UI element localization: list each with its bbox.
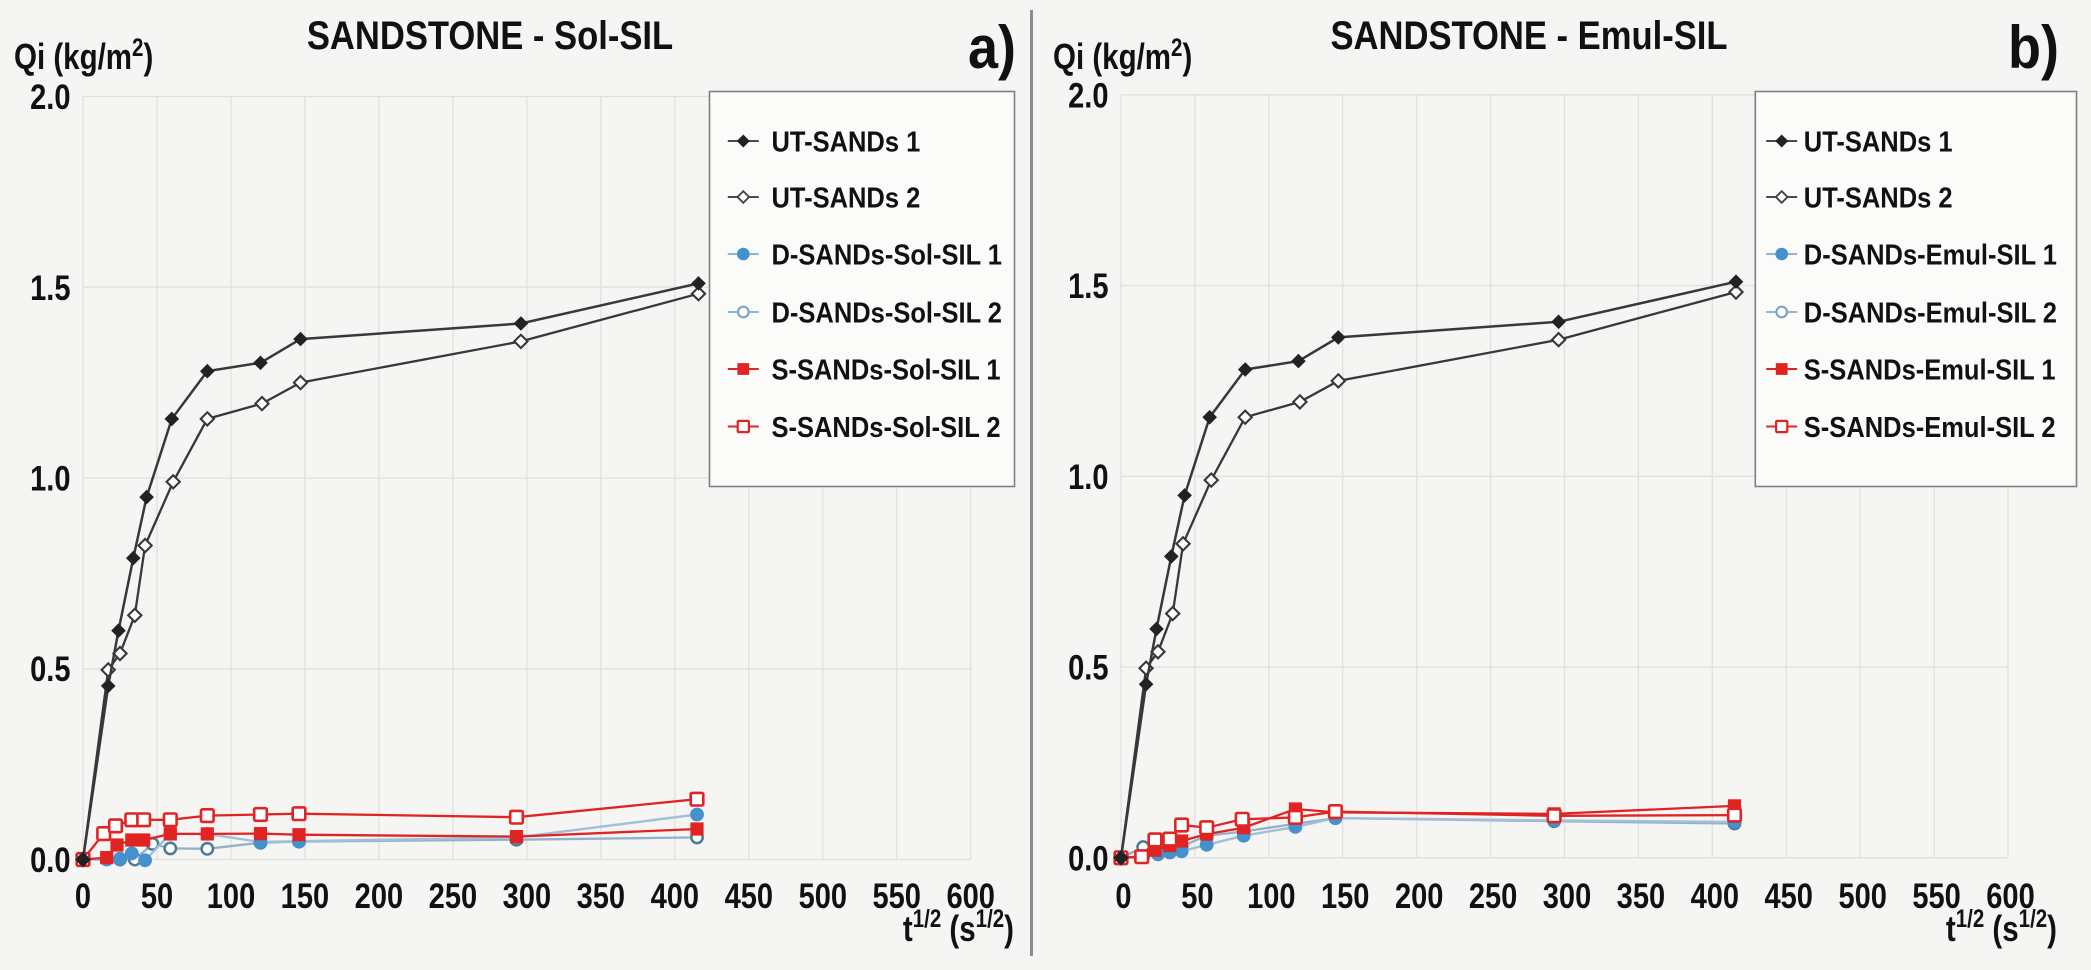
svg-text:t1/2 (s1/2): t1/2 (s1/2) — [903, 904, 1014, 949]
svg-text:UT-SANDs 1: UT-SANDs 1 — [772, 125, 921, 158]
svg-text:200: 200 — [355, 876, 403, 915]
svg-text:450: 450 — [1764, 876, 1812, 915]
svg-text:250: 250 — [429, 876, 477, 915]
svg-text:1.5: 1.5 — [1068, 266, 1108, 305]
svg-text:b): b) — [2008, 14, 2059, 81]
svg-text:S-SANDs-Sol-SIL 1: S-SANDs-Sol-SIL 1 — [772, 353, 1001, 386]
svg-text:2.0: 2.0 — [30, 77, 70, 116]
svg-text:D-SANDs-Emul-SIL 2: D-SANDs-Emul-SIL 2 — [1804, 296, 2057, 329]
svg-text:500: 500 — [799, 876, 847, 915]
svg-text:D-SANDs-Sol-SIL 1: D-SANDs-Sol-SIL 1 — [772, 238, 1003, 271]
svg-text:50: 50 — [1181, 876, 1213, 915]
svg-text:100: 100 — [1247, 876, 1295, 915]
svg-text:350: 350 — [577, 876, 625, 915]
svg-text:D-SANDs-Sol-SIL 2: D-SANDs-Sol-SIL 2 — [772, 296, 1003, 329]
svg-text:250: 250 — [1469, 876, 1517, 915]
svg-text:150: 150 — [1321, 876, 1369, 915]
svg-text:2.0: 2.0 — [1068, 76, 1108, 115]
svg-text:550: 550 — [1912, 876, 1960, 915]
svg-text:600: 600 — [946, 876, 994, 915]
svg-text:a): a) — [968, 14, 1016, 81]
svg-text:350: 350 — [1617, 876, 1665, 915]
svg-text:UT-SANDs 2: UT-SANDs 2 — [772, 181, 921, 214]
svg-text:50: 50 — [141, 876, 173, 915]
svg-text:0.5: 0.5 — [30, 650, 70, 689]
svg-text:0.0: 0.0 — [1068, 839, 1108, 878]
svg-text:Qi (kg/m2): Qi (kg/m2) — [14, 33, 153, 77]
svg-text:S-SANDs-Emul-SIL 2: S-SANDs-Emul-SIL 2 — [1804, 410, 2056, 443]
svg-text:0.5: 0.5 — [1068, 648, 1108, 687]
svg-text:1.5: 1.5 — [30, 268, 70, 307]
svg-text:300: 300 — [503, 876, 551, 915]
svg-text:200: 200 — [1395, 876, 1443, 915]
svg-text:S-SANDs-Sol-SIL 2: S-SANDs-Sol-SIL 2 — [772, 410, 1001, 443]
svg-text:500: 500 — [1838, 876, 1886, 915]
svg-text:0: 0 — [75, 876, 91, 915]
svg-text:S-SANDs-Emul-SIL 1: S-SANDs-Emul-SIL 1 — [1804, 353, 2056, 386]
svg-text:150: 150 — [281, 876, 329, 915]
svg-text:450: 450 — [725, 876, 773, 915]
svg-text:Qi (kg/m2): Qi (kg/m2) — [1053, 33, 1192, 77]
svg-text:100: 100 — [207, 876, 255, 915]
svg-text:300: 300 — [1543, 876, 1591, 915]
svg-text:UT-SANDs 2: UT-SANDs 2 — [1804, 181, 1953, 214]
svg-text:1.0: 1.0 — [1068, 457, 1108, 496]
svg-text:0: 0 — [1115, 876, 1131, 915]
svg-text:600: 600 — [1986, 876, 2034, 915]
svg-text:SANDSTONE - Sol-SIL: SANDSTONE - Sol-SIL — [307, 13, 673, 58]
svg-text:550: 550 — [872, 876, 920, 915]
svg-text:SANDSTONE - Emul-SIL: SANDSTONE - Emul-SIL — [1330, 13, 1727, 58]
svg-text:0.0: 0.0 — [30, 840, 70, 879]
svg-text:400: 400 — [1691, 876, 1739, 915]
svg-text:D-SANDs-Emul-SIL 1: D-SANDs-Emul-SIL 1 — [1804, 238, 2057, 271]
svg-text:UT-SANDs 1: UT-SANDs 1 — [1804, 125, 1953, 158]
svg-text:400: 400 — [651, 876, 699, 915]
svg-text:1.0: 1.0 — [30, 459, 70, 498]
